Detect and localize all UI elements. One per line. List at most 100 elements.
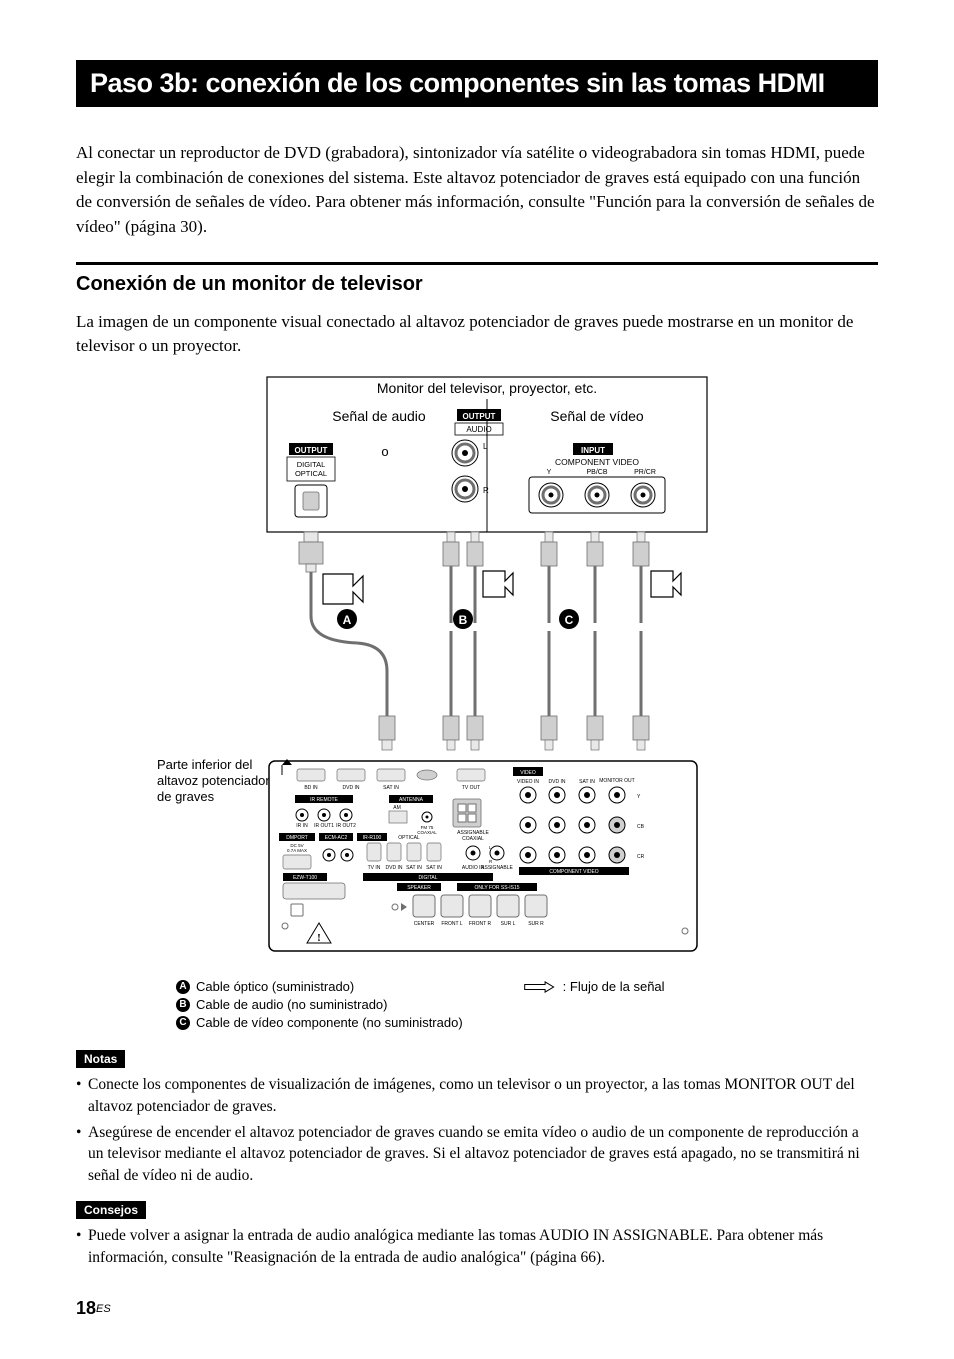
comp-jack-y	[539, 483, 563, 507]
flow-arrow-icon	[523, 981, 557, 993]
legend-flow-text: : Flujo de la señal	[563, 978, 665, 996]
svg-text:COMPONENT VIDEO: COMPONENT VIDEO	[549, 869, 598, 875]
svg-text:FRONT L: FRONT L	[441, 921, 463, 927]
svg-text:IR-R100: IR-R100	[363, 835, 382, 841]
svg-text:!: !	[317, 932, 321, 944]
svg-text:DVD IN: DVD IN	[386, 865, 403, 871]
notes-label: Notas	[76, 1050, 125, 1068]
svg-text:IR IN: IR IN	[296, 823, 308, 829]
diagram-svg: Monitor del televisor, proyector, etc. S…	[157, 371, 797, 961]
legend-marker-a: A	[176, 980, 190, 994]
intro-paragraph: Al conectar un reproductor de DVD (graba…	[76, 141, 878, 240]
svg-text:L: L	[483, 442, 488, 451]
svg-text:SUR R: SUR R	[528, 921, 544, 927]
svg-text:R: R	[483, 486, 489, 495]
comp-pr: PR/CR	[634, 469, 656, 476]
note-item: Asegúrese de encender el altavoz potenci…	[76, 1122, 878, 1187]
note-item: Conecte los componentes de visualización…	[76, 1074, 878, 1117]
section-heading: Conexión de un monitor de televisor	[76, 273, 878, 296]
legend-c-text: Cable de vídeo componente (no suministra…	[196, 1014, 463, 1032]
svg-text:COAXIAL: COAXIAL	[462, 836, 484, 842]
svg-text:DIGITAL: DIGITAL	[418, 875, 437, 881]
side-caption-1: Parte inferior del	[157, 757, 252, 772]
cable-b-plug-top-r	[467, 532, 483, 566]
comp-y: Y	[547, 469, 552, 476]
svg-text:CENTER: CENTER	[414, 921, 435, 927]
svg-text:SAT IN: SAT IN	[383, 785, 399, 791]
svg-text:BD IN: BD IN	[304, 785, 318, 791]
cable-c-plug-top-y	[541, 532, 557, 566]
cable-a-plug-top	[299, 532, 323, 572]
svg-text:SAT IN: SAT IN	[579, 779, 595, 785]
tip-item: Puede volver a asignar la entrada de aud…	[76, 1225, 878, 1268]
svg-text:IR REMOTE: IR REMOTE	[310, 797, 338, 803]
svg-text:VIDEO IN: VIDEO IN	[517, 779, 539, 785]
page-number: 18ES	[76, 1298, 878, 1319]
marker-b: B	[459, 613, 468, 627]
marker-c: C	[565, 613, 574, 627]
audio-rca-l: L	[452, 440, 488, 466]
comp-jack-pr	[631, 483, 655, 507]
svg-text:ONLY FOR SS-IS15: ONLY FOR SS-IS15	[474, 885, 519, 891]
side-caption-3: de graves	[157, 789, 215, 804]
svg-text:ASSIGNABLE: ASSIGNABLE	[481, 865, 513, 871]
cable-c-plug-top-pb	[587, 532, 603, 566]
optical-label: OPTICAL	[295, 469, 327, 478]
svg-text:COAXIAL: COAXIAL	[417, 830, 437, 835]
svg-text:OPTICAL: OPTICAL	[398, 835, 420, 841]
tips-list: Puede volver a asignar la entrada de aud…	[76, 1225, 878, 1268]
marker-a: A	[343, 613, 352, 627]
svg-text:FRONT R: FRONT R	[469, 921, 492, 927]
svg-text:IR OUT1: IR OUT1	[314, 823, 334, 829]
legend-a-text: Cable óptico (suministrado)	[196, 978, 354, 996]
svg-text:SAT IN: SAT IN	[406, 865, 422, 871]
component-video-label: COMPONENT VIDEO	[555, 457, 639, 467]
comp-pb: PB/CB	[586, 469, 607, 476]
side-caption-2: altavoz potenciador	[157, 773, 270, 788]
video-signal-text: Señal de vídeo	[550, 408, 644, 424]
section-rule	[76, 262, 878, 265]
cable-a-plug-bottom	[379, 716, 395, 750]
svg-text:SUR L: SUR L	[501, 921, 516, 927]
svg-text:ANTENNA: ANTENNA	[399, 797, 424, 803]
cable-c-plug-top-pr	[633, 532, 649, 566]
comp-jack-pb	[585, 483, 609, 507]
svg-text:EZW-T100: EZW-T100	[293, 875, 317, 881]
output-badge-optical: OUTPUT	[295, 446, 328, 455]
digital-label: DIGITAL	[297, 460, 326, 469]
audio-rca-r: R	[452, 476, 489, 502]
legend-marker-c: C	[176, 1016, 190, 1030]
legend-b-text: Cable de audio (no suministrado)	[196, 996, 388, 1014]
svg-text:SAT IN: SAT IN	[426, 865, 442, 871]
connection-diagram: Monitor del televisor, proyector, etc. S…	[76, 371, 878, 966]
o-label: o	[381, 444, 388, 459]
section-lead: La imagen de un componente visual conect…	[76, 310, 878, 359]
svg-text:IR OUT2: IR OUT2	[336, 823, 356, 829]
svg-text:Y: Y	[637, 794, 641, 800]
svg-text:ECM-AC2: ECM-AC2	[325, 835, 348, 841]
svg-text:CR: CR	[637, 854, 645, 860]
audio-signal-text: Señal de audio	[332, 408, 426, 424]
svg-text:DVD IN: DVD IN	[343, 785, 360, 791]
svg-text:VIDEO: VIDEO	[520, 770, 536, 776]
tips-label: Consejos	[76, 1201, 146, 1219]
svg-text:DMPORT: DMPORT	[286, 835, 308, 841]
page-title: Paso 3b: conexión de los componentes sin…	[76, 60, 878, 107]
output-badge-audio: OUTPUT	[463, 412, 496, 421]
svg-text:SPEAKER: SPEAKER	[407, 885, 431, 891]
svg-text:R: R	[489, 859, 493, 864]
diagram-top-title: Monitor del televisor, proyector, etc.	[377, 380, 597, 396]
notes-list: Conecte los componentes de visualización…	[76, 1074, 878, 1186]
svg-text:MONITOR OUT: MONITOR OUT	[599, 778, 634, 784]
svg-text:AM: AM	[393, 805, 401, 811]
legend-marker-b: B	[176, 998, 190, 1012]
svg-text:0.7A MAX: 0.7A MAX	[287, 848, 307, 853]
svg-text:CB: CB	[637, 824, 645, 830]
input-badge: INPUT	[581, 446, 605, 455]
svg-text:TV OUT: TV OUT	[462, 785, 480, 791]
audio-word: AUDIO	[466, 425, 491, 434]
svg-text:TV IN: TV IN	[368, 865, 381, 871]
svg-text:DVD IN: DVD IN	[549, 779, 566, 785]
diagram-legend: A Cable óptico (suministrado) B Cable de a…	[176, 978, 878, 1033]
cable-b-plug-top-l	[443, 532, 459, 566]
